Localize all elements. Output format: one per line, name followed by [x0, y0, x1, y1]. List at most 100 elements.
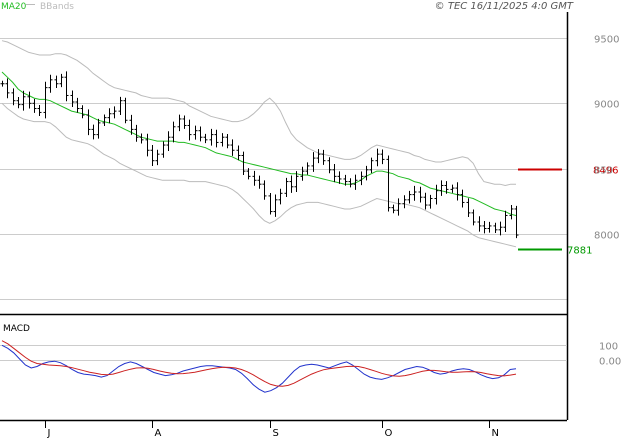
ohlc-bar	[27, 91, 32, 109]
ohlc-bar	[80, 105, 85, 119]
ohlc-bar	[91, 124, 96, 140]
ohlc-bar	[11, 88, 16, 106]
ohlc-bar	[257, 175, 262, 189]
x-tick-label: N	[492, 428, 499, 439]
ohlc-bar	[278, 188, 283, 205]
ohlc-bar	[16, 97, 21, 109]
ohlc-bar	[514, 205, 519, 239]
x-tick-label: S	[273, 428, 279, 439]
macd-title: MACD	[3, 324, 30, 334]
ohlc-bar	[155, 149, 160, 166]
ohlc-bar	[396, 198, 401, 216]
ohlc-bar	[471, 209, 476, 226]
ohlc-bar	[444, 181, 449, 194]
ohlc-bar	[262, 180, 267, 200]
ohlc-bar	[225, 134, 230, 149]
ohlc-bar	[375, 148, 380, 167]
ohlc-bar	[503, 210, 508, 232]
price-tick-label: 9000	[594, 100, 619, 111]
ohlc-bar	[177, 114, 182, 132]
ohlc-bar	[171, 121, 176, 143]
ohlc-bar	[348, 178, 353, 188]
ohlc-bar	[337, 171, 342, 184]
legend-bbands-swatch	[26, 4, 35, 5]
x-tick-label: J	[47, 428, 51, 439]
ohlc-bar	[70, 90, 75, 107]
ohlc-bar	[407, 190, 412, 204]
ohlc-bar	[96, 118, 101, 139]
legend-ma20: MA20	[1, 2, 27, 12]
ohlc-bar	[434, 184, 439, 205]
ohlc-bar	[118, 96, 123, 115]
resistance-label: 8496	[593, 166, 618, 177]
ohlc-bar	[450, 184, 455, 193]
macd-gridlines	[0, 345, 567, 361]
ohlc-bar	[487, 221, 492, 233]
ohlc-bar	[353, 174, 358, 190]
copyright-timestamp: © TEC 16/11/2025 4:0 GMT	[435, 1, 574, 12]
ohlc-bar	[439, 180, 444, 196]
price-axis-ticks: 9500 9000 850 8000	[594, 35, 619, 242]
ohlc-bar	[0, 80, 5, 87]
ohlc-bar	[300, 166, 305, 181]
ohlc-bar	[418, 186, 423, 203]
ohlc-bar	[369, 157, 374, 173]
ohlc-bar	[54, 75, 59, 88]
ohlc-bar	[412, 185, 417, 201]
ohlc-bar	[145, 133, 150, 157]
x-tick-label: A	[155, 428, 162, 439]
ohlc-bar	[428, 194, 433, 209]
ohlc-bar	[289, 175, 294, 193]
ohlc-bar	[203, 133, 208, 144]
ohlc-bar	[21, 90, 26, 111]
macd-series-signal	[1, 340, 517, 387]
ohlc-bar	[187, 119, 192, 141]
ohlc-bar	[129, 114, 134, 135]
ohlc-bar	[268, 192, 273, 215]
ohlc-bar	[32, 98, 37, 113]
ohlc-bar	[59, 73, 64, 88]
ohlc-bar	[332, 164, 337, 183]
ohlc-bar	[139, 133, 144, 144]
bollinger-lower-band	[1, 102, 517, 248]
ohlc-bar	[252, 170, 257, 186]
macd-tick-label: 100	[599, 342, 618, 353]
ohlc-bar	[477, 216, 482, 232]
macd-axis-ticks: 100 0.00	[599, 342, 621, 368]
macd-tick-label: 0.00	[599, 357, 621, 368]
ohlc-bar	[241, 151, 246, 176]
ohlc-bar	[236, 145, 241, 161]
ohlc-bar	[327, 157, 332, 174]
ohlc-bar	[343, 174, 348, 186]
bollinger-upper-band	[1, 40, 516, 187]
ohlc-bar	[193, 125, 198, 140]
ohlc-bar	[161, 141, 166, 158]
ohlc-bar	[305, 162, 310, 175]
bb-lower-path	[1, 102, 517, 248]
ohlc-bar	[466, 198, 471, 218]
price-panel	[0, 12, 567, 314]
ohlc-bar	[498, 221, 503, 236]
ohlc-bar	[134, 124, 139, 142]
price-tick-label: 8000	[594, 231, 619, 242]
ohlc-bar	[359, 171, 364, 186]
ohlc-bar	[102, 114, 107, 126]
ohlc-bar	[482, 221, 487, 234]
ohlc-bar	[107, 108, 112, 124]
ohlc-bar	[455, 182, 460, 201]
ohlc-bar	[493, 222, 498, 234]
ohlc-bars	[0, 71, 519, 239]
ohlc-bar	[182, 115, 187, 129]
ohlc-bar	[423, 192, 428, 210]
ohlc-bar	[391, 204, 396, 214]
ohlc-bar	[37, 105, 42, 116]
ohlc-bar	[198, 126, 203, 142]
ohlc-bar	[43, 81, 48, 119]
ohlc-bar	[123, 97, 128, 124]
ohlc-bar	[386, 155, 391, 212]
price-tick-label: 9500	[594, 35, 619, 46]
ohlc-bar	[460, 189, 465, 208]
ohlc-bar	[230, 139, 235, 156]
